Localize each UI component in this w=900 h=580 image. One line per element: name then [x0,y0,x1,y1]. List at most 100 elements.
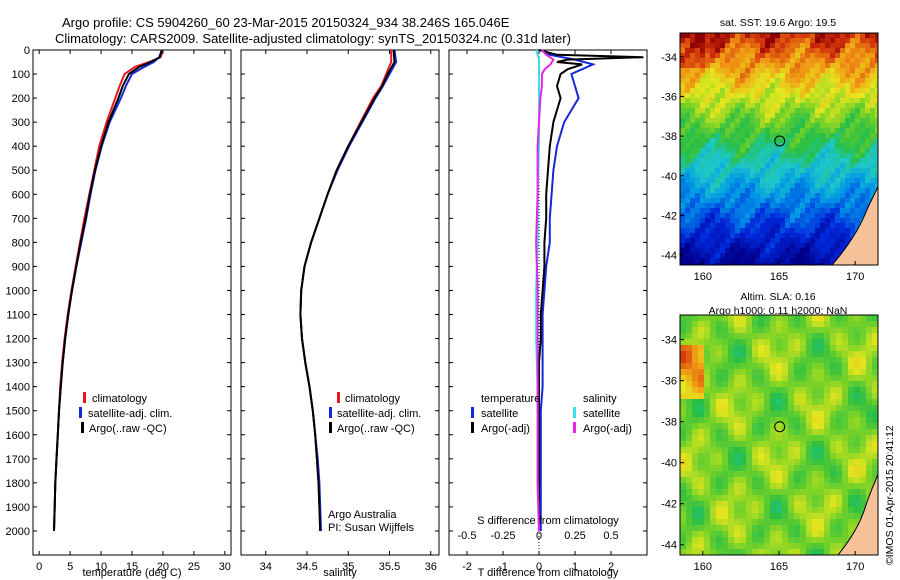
sla-cell [842,423,849,430]
sst-cell [795,123,801,129]
sst-cell [845,53,851,59]
sla-cell [692,447,699,454]
sla-cell [692,435,699,442]
sla-cell [842,537,849,544]
sla-cell [764,399,771,406]
sla-cell [746,417,753,424]
sla-cell [800,513,807,520]
sst-cell [870,158,876,164]
sla-cell [794,501,801,508]
sst-cell [840,168,846,174]
sst-cell [820,78,826,84]
sst-cell [785,128,791,134]
sst-cell [755,153,761,159]
sla-cell [806,351,813,358]
sla-cell [848,495,855,502]
sla-cell [872,369,878,376]
sla-cell [830,393,837,400]
sla-cell [704,405,711,412]
sst-cell [805,33,811,39]
sla-cell [866,465,873,472]
sla-cell [746,339,753,346]
sst-cell [820,43,826,49]
sst-cell [720,218,726,224]
sla-cell [770,399,777,406]
sla-cell [734,327,741,334]
sst-cell [755,58,761,64]
sla-cell [704,375,711,382]
sst-cell [870,123,876,129]
sla-cell [824,447,831,454]
sst-cell [835,148,841,154]
sst-cell [740,208,746,214]
sla-cell [842,411,849,418]
sst-cell [860,183,866,189]
sla-cell [866,357,873,364]
sst-cell [820,163,826,169]
sla-cell [842,531,849,538]
x-tick-label: 34.5 [296,561,317,573]
sst-cell [775,193,781,199]
sst-cell [810,258,816,264]
sst-cell [730,253,736,259]
sst-cell [680,63,686,69]
sst-cell [805,63,811,69]
sst-cell [715,118,721,124]
sst-cell [705,113,711,119]
sst-cell [710,243,716,249]
sla-cell [824,549,831,555]
sst-cell [800,63,806,69]
sla-cell [782,333,789,340]
sst-cell [755,158,761,164]
sst-cell [705,203,711,209]
sst-cell [750,73,756,79]
sst-cell [775,233,781,239]
sla-cell [728,513,735,520]
sst-cell [795,228,801,234]
sst-cell [735,168,741,174]
sla-cell [698,417,705,424]
sla-cell [752,333,759,340]
sst-cell [850,153,856,159]
sla-cell [836,537,843,544]
sst-cell [875,108,878,114]
sst-cell [730,163,736,169]
sst-cell [730,63,736,69]
sla-cell [872,327,878,334]
sst-cell [705,78,711,84]
sst-cell [795,193,801,199]
sla-cell [788,333,795,340]
sla-cell [812,537,819,544]
sst-cell [835,118,841,124]
sla-cell [872,393,878,400]
sst-cell [875,123,878,129]
sst-cell [730,258,736,264]
sla-cell [704,321,711,328]
sla-cell [680,393,687,400]
sst-cell [875,133,878,139]
sla-cell [800,525,807,532]
sst-cell [790,168,796,174]
sst-cell [770,138,776,144]
sst-cell [820,233,826,239]
sst-cell [690,43,696,49]
sst-cell [815,78,821,84]
sla-cell [836,399,843,406]
sst-cell [785,108,791,114]
sst-cell [765,153,771,159]
sst-cell [770,68,776,74]
sst-cell [745,43,751,49]
sst-cell [680,183,686,189]
sst-cell [690,198,696,204]
sla-cell [692,345,699,352]
sst-cell [695,153,701,159]
sla-cell [734,441,741,448]
sla-cell [788,435,795,442]
sst-cell [810,198,816,204]
sst-cell [860,198,866,204]
sla-cell [716,351,723,358]
sst-cell [805,198,811,204]
sla-cell [824,351,831,358]
sla-cell [686,327,693,334]
sla-cell [770,483,777,490]
